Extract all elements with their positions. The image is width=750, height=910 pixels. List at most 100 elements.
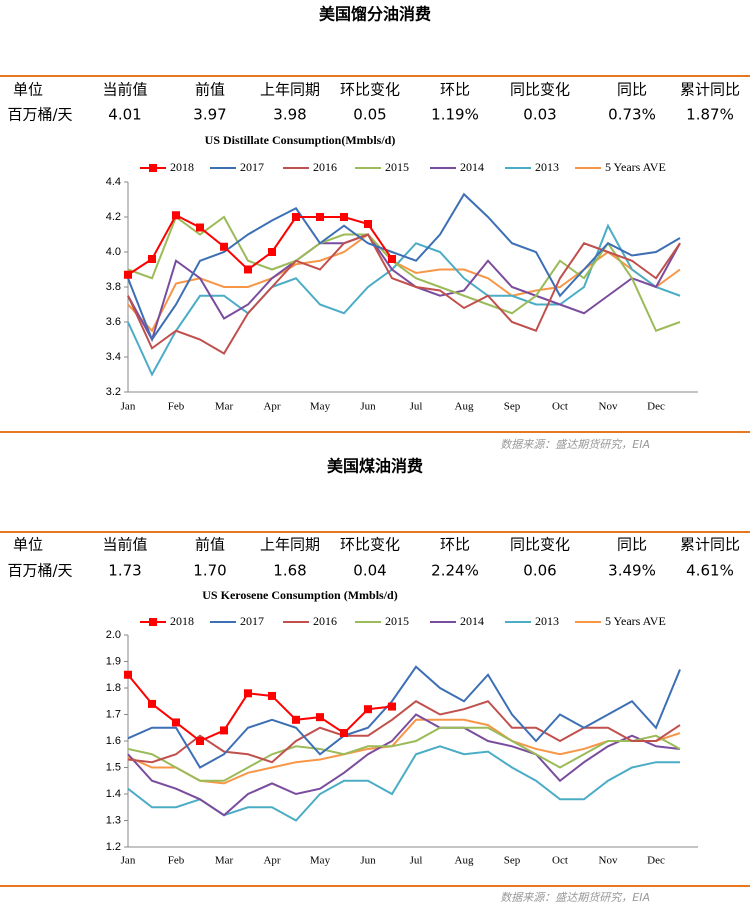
table-cell: 3.98	[273, 106, 306, 124]
table-header: 累计同比	[680, 536, 740, 554]
series-marker	[220, 242, 228, 251]
legend-label: 5 Years AVE	[605, 614, 666, 628]
x-tick-label: Apr	[263, 855, 280, 867]
x-tick-label: Dec	[647, 401, 665, 413]
x-tick-label: May	[310, 401, 331, 413]
source-note: 数据来源：盛达期货研究，EIA	[500, 438, 650, 451]
table-header: 当前值	[102, 81, 147, 99]
series-line	[127, 215, 681, 333]
y-tick-label: 3.6	[106, 316, 121, 328]
y-tick-label: 1.6	[106, 735, 121, 747]
series-line	[127, 745, 680, 822]
table-cell: 0.73%	[608, 106, 656, 124]
legend-label: 2017	[240, 614, 264, 628]
x-tick-label: Jan	[121, 401, 136, 413]
table-header: 累计同比	[680, 81, 740, 99]
series-marker	[172, 211, 180, 220]
series-line	[127, 726, 681, 782]
y-tick-label: 4.2	[106, 211, 121, 223]
x-tick-label: Mar	[215, 855, 234, 867]
series-line	[127, 700, 681, 764]
series-marker	[244, 265, 252, 274]
y-tick-label: 4.4	[106, 176, 121, 188]
y-tick-label: 3.8	[106, 281, 121, 293]
y-tick-label: 1.3	[106, 814, 121, 826]
series-marker	[268, 248, 276, 256]
series-marker	[196, 737, 204, 745]
table-cell: 0.05	[353, 106, 386, 124]
table-header: 同比变化	[510, 536, 570, 554]
table-cell: 1.87%	[686, 106, 734, 124]
series-marker	[316, 713, 324, 722]
table-header: 上年同期	[260, 536, 320, 554]
series-line	[127, 718, 681, 785]
series-line	[127, 674, 393, 743]
y-tick-label: 1.8	[106, 682, 121, 694]
chart-title: US Distillate Consumption(Mmbls/d)	[205, 133, 396, 147]
x-tick-label: Oct	[552, 855, 568, 867]
series-marker	[340, 729, 348, 738]
legend-label: 2017	[240, 160, 264, 174]
x-tick-label: Jul	[410, 855, 423, 867]
x-tick-label: Aug	[455, 855, 474, 867]
series-marker	[220, 726, 228, 735]
x-tick-label: Aug	[455, 401, 474, 413]
table-header: 环比变化	[340, 536, 400, 554]
y-tick-label: 1.7	[106, 708, 121, 720]
series-line	[127, 192, 681, 342]
legend-marker	[149, 164, 157, 172]
table-header: 环比变化	[340, 81, 400, 99]
y-tick-label: 3.4	[106, 351, 121, 363]
legend-label: 2018	[170, 160, 194, 174]
series-marker	[148, 699, 156, 708]
table-cell: 2.24%	[431, 562, 479, 580]
table-cell: 0.06	[523, 562, 556, 580]
series-marker	[388, 702, 396, 711]
x-tick-label: Nov	[599, 855, 618, 867]
x-tick-label: Dec	[647, 855, 665, 867]
chart-title: US Kerosene Consumption (Mmbls/d)	[202, 588, 397, 602]
legend-label: 2015	[385, 160, 409, 174]
series-marker	[124, 270, 132, 279]
legend-label: 2013	[535, 160, 559, 174]
y-tick-label: 1.5	[106, 761, 121, 773]
legend-label: 2016	[313, 160, 337, 174]
x-tick-label: Jun	[360, 855, 376, 867]
table-header: 环比	[440, 81, 470, 99]
legend-label: 2015	[385, 614, 409, 628]
series-marker	[340, 213, 348, 221]
table-cell: 1.73	[108, 562, 141, 580]
table-cell: 1.70	[193, 562, 226, 580]
x-tick-label: Feb	[168, 855, 185, 867]
y-tick-label: 3.2	[106, 386, 121, 398]
table-header: 当前值	[102, 536, 147, 554]
x-tick-label: Mar	[215, 401, 234, 413]
x-tick-label: Sep	[504, 855, 521, 867]
legend-label: 2018	[170, 614, 194, 628]
table-header: 单位	[13, 536, 43, 554]
series-marker	[292, 213, 300, 221]
x-tick-label: Jan	[121, 855, 136, 867]
y-tick-label: 1.4	[106, 788, 121, 800]
table-cell: 3.49%	[608, 562, 656, 580]
table-cell: 百万桶/天	[7, 562, 72, 580]
x-tick-label: Jun	[360, 401, 376, 413]
table-cell: 1.68	[273, 562, 306, 580]
table-cell: 0.03	[523, 106, 556, 124]
table-cell: 3.97	[193, 106, 226, 124]
series-marker	[292, 715, 300, 724]
series-marker	[268, 691, 276, 700]
series-marker	[364, 220, 372, 228]
table-header: 环比	[440, 536, 470, 554]
series-line	[127, 665, 681, 769]
x-tick-label: Sep	[504, 401, 521, 413]
legend-label: 2013	[535, 614, 559, 628]
table-header: 单位	[13, 81, 43, 99]
legend-marker	[149, 618, 157, 626]
x-tick-label: Nov	[599, 401, 618, 413]
y-tick-label: 2.0	[106, 629, 121, 641]
series-marker	[388, 255, 396, 263]
series-marker	[364, 705, 372, 714]
series-marker	[196, 223, 204, 232]
series-line	[127, 233, 681, 355]
